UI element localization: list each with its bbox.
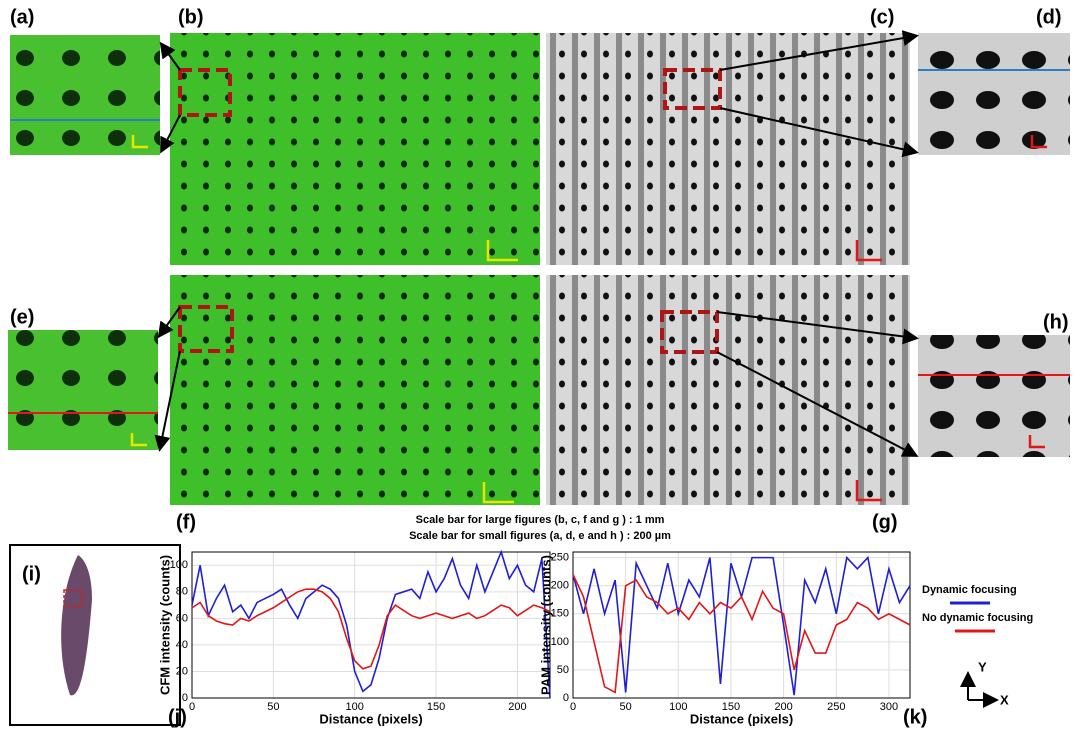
- panel-label: (k): [903, 706, 927, 728]
- x-axis-label: Distance (pixels): [690, 711, 793, 726]
- x-tick-label: 150: [427, 701, 445, 713]
- images: [8, 30, 1070, 726]
- panel-label: (e): [10, 306, 34, 328]
- y-tick-label: 100: [170, 559, 188, 571]
- x-tick-label: 50: [267, 701, 279, 713]
- panel-label: (a): [10, 6, 34, 28]
- axis-indicator: X: [1000, 692, 1009, 707]
- panel-label: (c): [870, 6, 894, 28]
- x-tick-label: 0: [189, 701, 195, 713]
- scale-note: Scale bar for small figures (a, d, e and…: [409, 530, 671, 542]
- y-tick-label: 250: [551, 552, 569, 564]
- panel-label: (j): [168, 706, 187, 728]
- y-tick-label: 20: [176, 665, 188, 677]
- panel-label: (d): [1036, 6, 1062, 28]
- x-tick-label: 100: [346, 701, 364, 713]
- legend-label: No dynamic focusing: [922, 612, 1033, 624]
- series-line: [572, 555, 911, 696]
- y-tick-label: 150: [551, 608, 569, 620]
- y-tick-label: 100: [551, 636, 569, 648]
- x-tick-label: 50: [620, 701, 632, 713]
- y-axis-label: PAM intensity (counts): [538, 555, 553, 695]
- y-tick-label: 40: [176, 639, 188, 651]
- panel-label: (f): [176, 511, 196, 533]
- legend: Dynamic focusing No dynamic focusing: [922, 584, 1033, 633]
- x-tick-label: 150: [722, 701, 740, 713]
- y-tick-label: 200: [551, 580, 569, 592]
- x-tick-label: 200: [774, 701, 792, 713]
- x-tick-label: 100: [669, 701, 687, 713]
- legend-label: Dynamic focusing: [922, 584, 1017, 596]
- x-axis-label: Distance (pixels): [319, 711, 422, 726]
- panel-label: (b): [178, 6, 204, 28]
- y-tick-label: 60: [176, 612, 188, 624]
- y-tick-label: 0: [563, 692, 569, 704]
- x-tick-label: 200: [508, 701, 526, 713]
- y-tick-label: 50: [557, 664, 569, 676]
- series-line: [572, 574, 911, 694]
- plot-frame: [191, 551, 551, 699]
- x-tick-label: 300: [880, 701, 898, 713]
- panel-label: (h): [1043, 311, 1069, 333]
- x-tick-label: 250: [827, 701, 845, 713]
- y-axis-label: CFM intensity (counts): [157, 555, 172, 695]
- scale-note: Scale bar for large figures (b, c, f and…: [416, 514, 665, 526]
- y-tick-label: 80: [176, 586, 188, 598]
- y-tick-label: 0: [182, 692, 188, 704]
- series-line: [191, 588, 551, 670]
- panel-label: (i): [22, 563, 41, 585]
- axes-indicator: [960, 671, 999, 708]
- series-line: [191, 549, 551, 699]
- axis-indicator: Y: [978, 659, 987, 674]
- panel-label: (g): [872, 511, 898, 533]
- x-tick-label: 0: [570, 701, 576, 713]
